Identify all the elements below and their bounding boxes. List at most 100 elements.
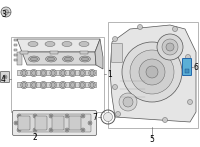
Ellipse shape <box>61 71 65 76</box>
Circle shape <box>50 115 52 117</box>
Ellipse shape <box>60 69 66 77</box>
Bar <box>11 37 104 112</box>
Ellipse shape <box>79 41 89 46</box>
Ellipse shape <box>64 57 72 61</box>
Circle shape <box>186 55 190 60</box>
Circle shape <box>123 97 133 107</box>
Circle shape <box>122 42 182 102</box>
Circle shape <box>14 121 18 125</box>
Ellipse shape <box>79 69 86 77</box>
Polygon shape <box>110 25 196 122</box>
Circle shape <box>88 121 92 125</box>
Circle shape <box>119 93 137 111</box>
Circle shape <box>146 66 158 78</box>
Ellipse shape <box>50 69 56 77</box>
FancyBboxPatch shape <box>35 116 47 130</box>
Ellipse shape <box>48 57 55 61</box>
FancyBboxPatch shape <box>52 116 64 130</box>
Ellipse shape <box>31 57 38 61</box>
Ellipse shape <box>40 81 47 89</box>
Ellipse shape <box>63 56 74 62</box>
Ellipse shape <box>21 81 27 89</box>
FancyBboxPatch shape <box>18 114 91 132</box>
Ellipse shape <box>29 56 40 62</box>
Ellipse shape <box>89 81 95 89</box>
Circle shape <box>66 115 68 117</box>
Ellipse shape <box>80 56 91 62</box>
Ellipse shape <box>32 82 36 87</box>
Circle shape <box>3 75 7 79</box>
Circle shape <box>65 114 69 118</box>
Bar <box>14 44 17 46</box>
Ellipse shape <box>60 81 66 89</box>
Ellipse shape <box>46 56 57 62</box>
Text: 7: 7 <box>92 112 97 122</box>
Circle shape <box>17 128 21 132</box>
Text: 5: 5 <box>150 136 154 145</box>
Circle shape <box>104 112 113 122</box>
Text: 1: 1 <box>107 70 112 78</box>
Circle shape <box>130 50 174 94</box>
FancyBboxPatch shape <box>18 70 97 76</box>
Circle shape <box>139 59 165 85</box>
Ellipse shape <box>62 41 72 46</box>
Ellipse shape <box>71 71 75 76</box>
Ellipse shape <box>28 41 38 46</box>
Bar <box>14 59 17 61</box>
Circle shape <box>4 10 9 15</box>
Circle shape <box>89 122 91 124</box>
Circle shape <box>138 25 142 30</box>
Ellipse shape <box>69 69 76 77</box>
Bar <box>14 54 17 56</box>
Bar <box>108 22 198 128</box>
Ellipse shape <box>69 81 76 89</box>
Text: 2: 2 <box>33 133 37 142</box>
Bar <box>14 49 17 51</box>
Circle shape <box>50 129 52 131</box>
Circle shape <box>18 129 20 131</box>
Text: 3: 3 <box>1 10 6 19</box>
Bar <box>20 51 28 54</box>
Ellipse shape <box>45 41 55 46</box>
Circle shape <box>1 7 11 17</box>
Polygon shape <box>95 39 103 69</box>
Ellipse shape <box>41 71 45 76</box>
Ellipse shape <box>80 71 84 76</box>
Circle shape <box>66 129 68 131</box>
Ellipse shape <box>82 57 89 61</box>
Text: 6: 6 <box>193 62 198 71</box>
Circle shape <box>162 117 168 122</box>
Circle shape <box>172 26 178 31</box>
Bar <box>185 69 189 73</box>
Polygon shape <box>17 39 100 52</box>
FancyBboxPatch shape <box>13 111 97 136</box>
Ellipse shape <box>30 81 37 89</box>
Ellipse shape <box>22 71 26 76</box>
Circle shape <box>82 115 84 117</box>
Ellipse shape <box>79 81 86 89</box>
Ellipse shape <box>30 69 37 77</box>
FancyBboxPatch shape <box>182 59 192 76</box>
Ellipse shape <box>21 69 27 77</box>
Circle shape <box>34 129 36 131</box>
Ellipse shape <box>51 71 55 76</box>
Circle shape <box>49 128 53 132</box>
Ellipse shape <box>51 82 55 87</box>
Circle shape <box>65 128 69 132</box>
Ellipse shape <box>80 82 84 87</box>
Ellipse shape <box>71 82 75 87</box>
Ellipse shape <box>90 71 94 76</box>
Circle shape <box>116 112 120 117</box>
Circle shape <box>34 115 36 117</box>
Circle shape <box>17 114 21 118</box>
Circle shape <box>33 128 37 132</box>
Polygon shape <box>22 52 96 65</box>
Circle shape <box>188 100 192 105</box>
Circle shape <box>4 76 6 78</box>
Ellipse shape <box>32 71 36 76</box>
Circle shape <box>18 115 20 117</box>
Bar <box>14 39 17 41</box>
Polygon shape <box>17 52 22 65</box>
Bar <box>50 51 58 54</box>
Circle shape <box>157 34 183 60</box>
